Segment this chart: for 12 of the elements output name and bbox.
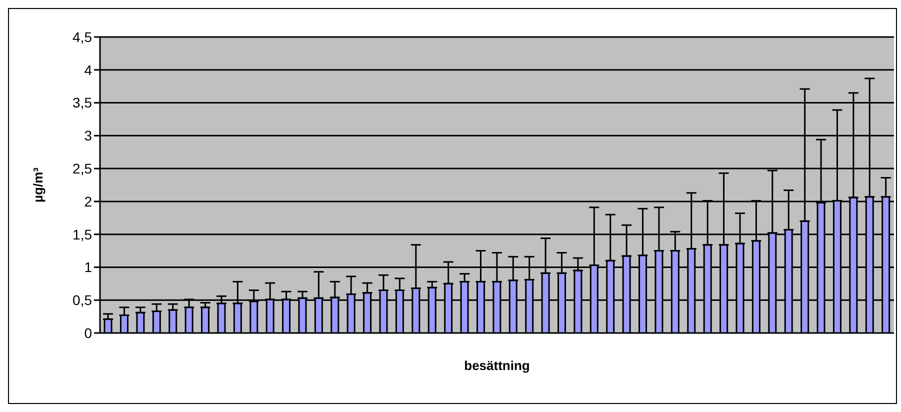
y-axis-title: µg/m³ [30,166,46,202]
y-tick-label: 0,5 [72,292,92,308]
y-tick-label: 2 [84,193,92,210]
y-tick-label: 0 [84,324,92,341]
x-axis-title: besättning [464,358,530,374]
y-tick-label: 1 [84,259,92,276]
y-tick-label: 2,5 [72,160,92,177]
y-tick-label: 1,5 [72,226,92,242]
y-tick-label: 4 [84,62,92,78]
y-tick-label: 3 [84,128,92,144]
y-tick-label: 3,5 [72,94,92,111]
y-tick-label: 4,5 [72,28,92,45]
